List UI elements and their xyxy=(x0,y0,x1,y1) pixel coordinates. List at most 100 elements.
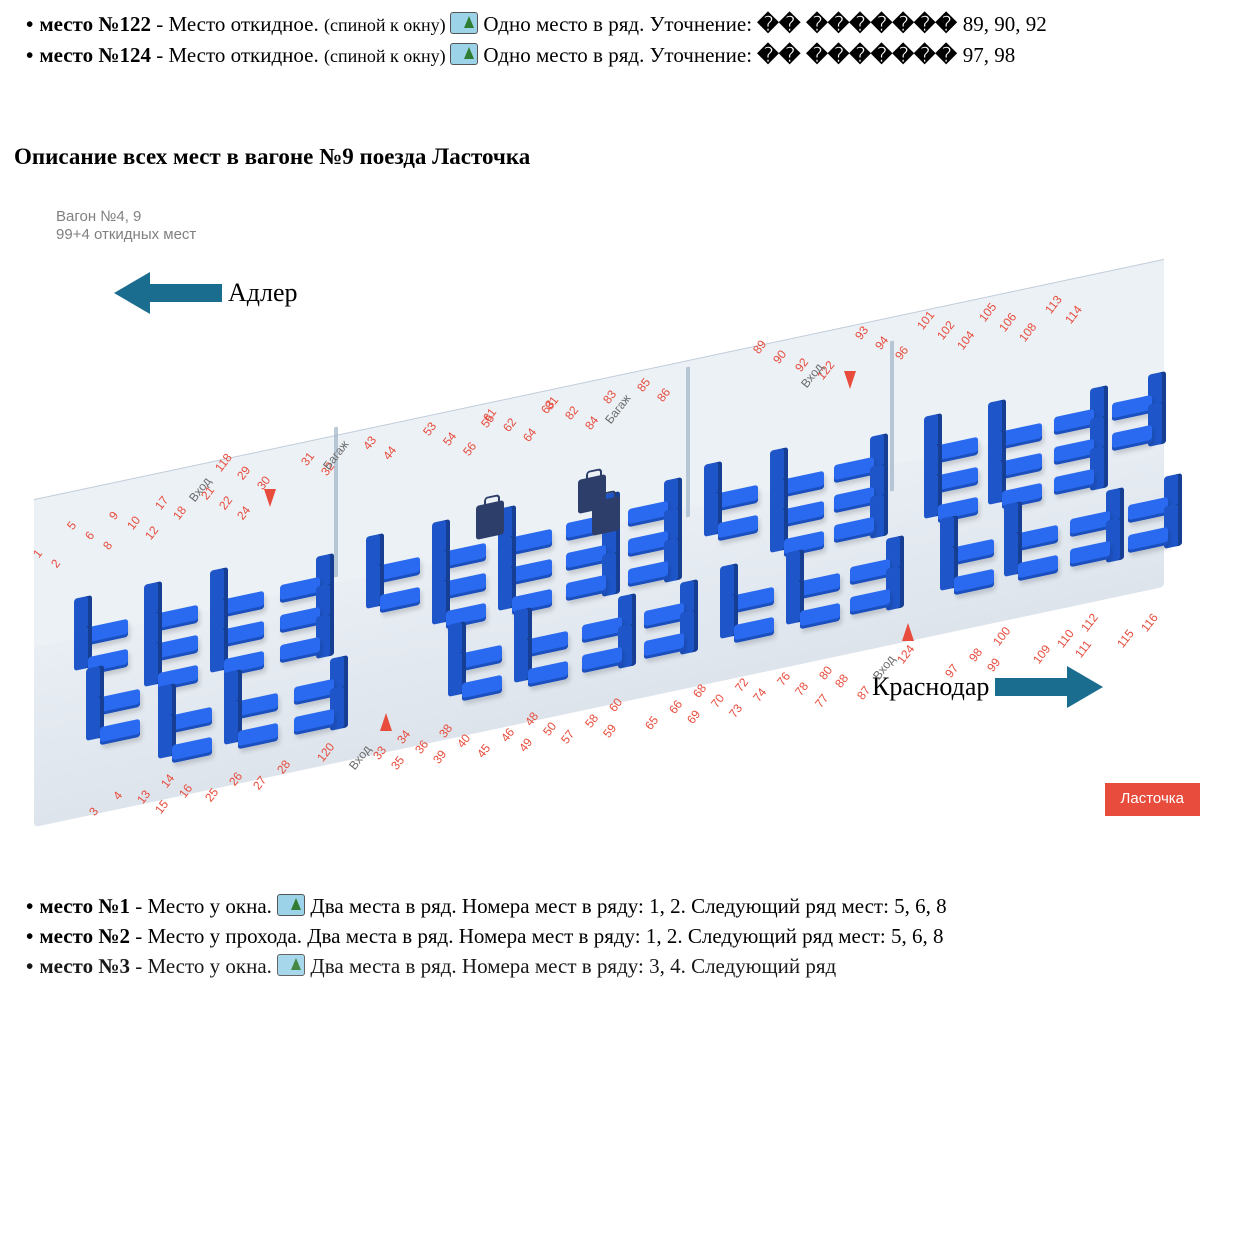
seat xyxy=(848,567,904,607)
seat-number: 35 xyxy=(387,752,408,772)
glass-divider xyxy=(890,340,894,491)
seat xyxy=(74,627,130,667)
seat xyxy=(720,595,776,635)
seat-number: 70 xyxy=(707,690,728,710)
seat-number: 97 xyxy=(941,660,962,680)
seat xyxy=(1126,505,1182,545)
seat-number: 109 xyxy=(1029,641,1054,667)
seat xyxy=(432,581,488,621)
seat-number: 45 xyxy=(473,740,494,760)
unknown-glyphs: �� ������� xyxy=(757,13,962,36)
wagon-meta: Вагон №4, 9 99+4 откидных мест xyxy=(56,208,196,246)
seat xyxy=(580,625,636,665)
section-title: Описание всех мест в вагоне №9 поезда Ла… xyxy=(14,141,1227,172)
seat xyxy=(278,615,334,655)
seat xyxy=(498,567,554,607)
seat xyxy=(1068,519,1124,559)
seat xyxy=(144,643,200,683)
seat-tail: Одно место в ряд. Уточнение: xyxy=(478,43,757,67)
seat-related-numbers: 97, 98 xyxy=(963,43,1016,67)
entry-arrow-icon xyxy=(264,489,276,507)
seat-number-label: место №2 xyxy=(39,924,130,948)
seat-number: 98 xyxy=(965,644,986,664)
seat-bullet: •место №3 - Место у окна. Два места в ря… xyxy=(14,952,1227,980)
entry-arrow-icon xyxy=(844,371,856,389)
seat-number: 78 xyxy=(791,678,812,698)
window-icon xyxy=(277,954,305,976)
seat xyxy=(988,461,1044,501)
seat-tail: Два места в ряд. Номера мест в ряду: 3, … xyxy=(305,954,836,978)
train-badge: Ласточка xyxy=(1105,783,1200,815)
seat-number: 66 xyxy=(665,696,686,716)
seat-number-label: место №1 xyxy=(39,894,130,918)
seat-number: 57 xyxy=(557,726,578,746)
seat xyxy=(514,639,570,679)
seat-number: 77 xyxy=(811,690,832,710)
seat xyxy=(626,539,682,579)
seat-tail: Два места в ряд. Номера мест в ряду: 1, … xyxy=(305,894,947,918)
seat-number: 112 xyxy=(1077,610,1102,635)
seat-number: 100 xyxy=(989,623,1014,649)
seat-number: 111 xyxy=(1071,637,1095,661)
seat-number: 59 xyxy=(599,720,620,740)
seat xyxy=(292,687,348,727)
wagon-meta-line1: Вагон №4, 9 xyxy=(56,208,196,227)
seat-number: 69 xyxy=(683,706,704,726)
seat-desc: - Место у окна. xyxy=(130,894,277,918)
entry-arrow-icon xyxy=(902,623,914,641)
seat-number: 116 xyxy=(1137,610,1162,635)
entry-arrow-icon xyxy=(380,713,392,731)
wagon-diagram: Вагон №4, 9 99+4 откидных мест Адлер Кра… xyxy=(14,202,1214,822)
seat-desc: - Место у окна. xyxy=(130,954,277,978)
seat-bullet: •место №122 - Место откидное. (спиной к … xyxy=(14,10,1227,39)
seat-desc: - Место у прохода. Два места в ряд. Номе… xyxy=(130,924,944,948)
seat-number-label: место №122 xyxy=(39,12,151,36)
seat-number: 73 xyxy=(725,700,746,720)
seat-number: 87 xyxy=(853,682,874,702)
seat xyxy=(224,701,280,741)
suitcase-icon xyxy=(592,496,620,536)
seat-tail: Одно место в ряд. Уточнение: xyxy=(478,12,757,36)
seat-number: 115 xyxy=(1113,626,1138,651)
seat-number: 65 xyxy=(641,712,662,732)
seat xyxy=(786,581,842,621)
wagon-meta-line2: 99+4 откидных мест xyxy=(56,226,196,245)
seat xyxy=(1004,533,1060,573)
seat xyxy=(1052,447,1108,487)
seat xyxy=(770,509,826,549)
seat-number: 49 xyxy=(515,734,536,754)
seat-number: 58 xyxy=(581,710,602,730)
seat-number-label: место №3 xyxy=(39,954,130,978)
seat-number: 39 xyxy=(429,746,450,766)
seat xyxy=(448,653,504,693)
seat xyxy=(210,629,266,669)
seat-number: 99 xyxy=(983,654,1004,674)
seat xyxy=(158,715,214,755)
seat xyxy=(940,547,996,587)
seat xyxy=(704,493,760,533)
seat-bullet: •место №124 - Место откидное. (спиной к … xyxy=(14,41,1227,70)
seat-desc: - Место откидное. xyxy=(151,43,324,67)
suitcase-icon xyxy=(476,500,504,540)
seat-number-label: место №124 xyxy=(39,43,151,67)
seat-bullet: •место №1 - Место у окна. Два места в ря… xyxy=(14,892,1227,920)
seat-number: 74 xyxy=(749,684,770,704)
seat-bullet: •место №2 - Место у прохода. Два места в… xyxy=(14,922,1227,950)
seat-subnote: (спиной к окну) xyxy=(324,46,450,66)
window-icon xyxy=(450,43,478,65)
seat-subnote: (спиной к окну) xyxy=(324,15,450,35)
seat xyxy=(564,553,620,593)
seat-related-numbers: 89, 90, 92 xyxy=(963,12,1047,36)
seat xyxy=(366,565,422,605)
seat xyxy=(86,697,142,737)
seat-desc: - Место откидное. xyxy=(151,12,324,36)
seat xyxy=(642,611,698,651)
seat xyxy=(924,475,980,515)
window-icon xyxy=(450,12,478,34)
glass-divider xyxy=(686,366,690,517)
window-icon xyxy=(277,894,305,916)
seat-number: 76 xyxy=(773,668,794,688)
unknown-glyphs: �� ������� xyxy=(757,44,962,67)
seat xyxy=(832,495,888,535)
seat xyxy=(1110,403,1166,443)
